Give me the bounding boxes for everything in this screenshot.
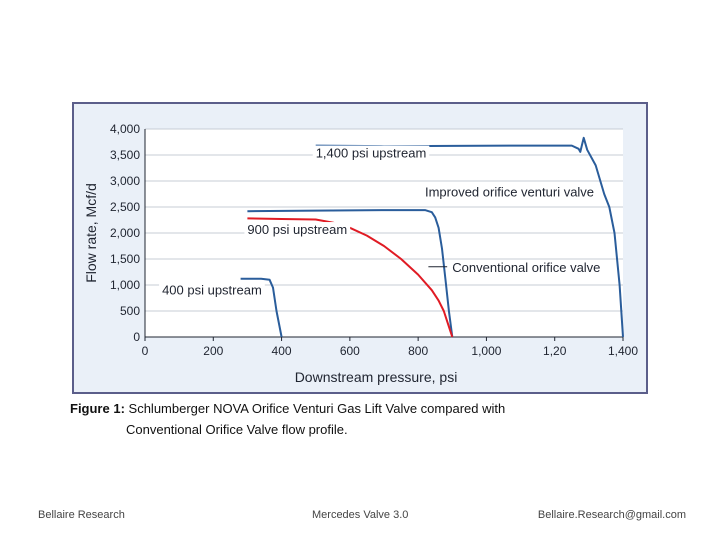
annotation-label: 400 psi upstream: [162, 282, 262, 297]
x-tick-label: 600: [340, 344, 360, 358]
x-tick-label: 0: [142, 344, 149, 358]
y-tick-label: 3,000: [110, 174, 140, 188]
y-tick-label: 1,000: [110, 278, 140, 292]
y-tick-label: 4,000: [110, 122, 140, 136]
y-tick-label: 2,500: [110, 200, 140, 214]
x-tick-label: 400: [272, 344, 292, 358]
footer-left: Bellaire Research: [38, 509, 125, 521]
caption-text: Schlumberger NOVA Orifice Venturi Gas Li…: [128, 401, 506, 416]
annotation-background: [421, 184, 598, 201]
flow-rate-chart: 0 500 1,000 1,500 2,000 2,500 3,000 3,500 4,000 0…: [83, 122, 638, 385]
y-axis-label: Flow rate, Mcf/d: [83, 183, 99, 283]
x-tick-label: 800: [408, 344, 428, 358]
y-tick-label: 0: [133, 330, 140, 344]
series-line: [247, 217, 454, 338]
footer-right: Bellaire.Research@gmail.com: [537, 509, 686, 521]
x-tick-label: 1,400: [608, 344, 638, 358]
annotation-label: Conventional orifice valve: [452, 260, 600, 275]
caption-lead: Figure 1:: [70, 401, 125, 416]
annotation-background: [449, 260, 604, 276]
x-tick-label: 1,20: [543, 344, 567, 358]
annotation-background: [312, 145, 430, 162]
annotation-label: 900 psi upstream: [247, 222, 347, 237]
x-tick-label: 1,000: [471, 344, 501, 358]
annotation-label: Improved orifice venturi valve: [425, 185, 594, 200]
annotation-label: 1,400 psi upstream: [316, 146, 427, 161]
footer-center: Mercedes Valve 3.0: [312, 509, 409, 521]
series-line: [240, 277, 283, 338]
x-axis-label: Downstream pressure, psi: [295, 369, 458, 385]
y-tick-label: 500: [120, 304, 140, 318]
annotation-background: [244, 222, 351, 239]
annotation-background: [159, 282, 265, 299]
y-tick-label: 2,000: [110, 226, 140, 240]
figure-frame: 0 500 1,000 1,500 2,000 2,500 3,000 3,500 4,000 0…: [72, 102, 648, 394]
series-line: [247, 209, 454, 338]
y-tick-label: 1,500: [110, 252, 140, 266]
x-tick-label: 200: [203, 344, 223, 358]
caption-line2: Conventional Orifice Valve flow profile.: [126, 422, 348, 437]
y-tick-label: 3,500: [110, 148, 140, 162]
figure-caption: Figure 1: Schlumberger NOVA Orifice Vent…: [70, 398, 650, 440]
series-line: [315, 136, 624, 338]
